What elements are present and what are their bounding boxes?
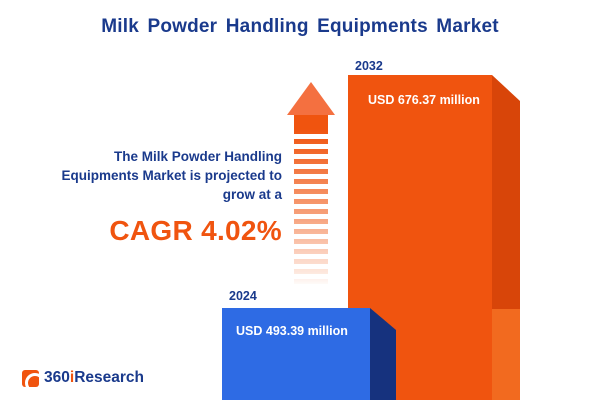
bar-2024: [222, 308, 370, 400]
logo-text-i: i: [69, 369, 75, 386]
arrow-dashed-tail: [294, 129, 328, 287]
bar-2032-side-face: [492, 75, 520, 400]
bar-2024-category-label: 2024: [229, 289, 257, 303]
annotation-text: The Milk Powder Handling Equipments Mark…: [61, 149, 282, 202]
arrow-head: [287, 82, 335, 115]
logo-text: 360iResearch: [44, 369, 144, 387]
logo-text-research: Research: [74, 369, 144, 386]
page-title: Milk Powder Handling Equipments Market: [101, 16, 499, 37]
logo-icon: [22, 369, 39, 387]
annotation-block: The Milk Powder Handling Equipments Mark…: [58, 148, 282, 247]
arrow-neck: [294, 115, 328, 129]
growth-arrow-icon: [287, 82, 335, 287]
cagr-value: CAGR 4.02%: [109, 214, 282, 246]
logo-text-360: 360: [44, 369, 70, 386]
bar-2032-value-label: USD 676.37 million: [368, 93, 480, 107]
brand-logo: 360iResearch: [22, 369, 144, 387]
bar-2032-category-label: 2032: [355, 59, 383, 73]
bar-2024-value-label: USD 493.39 million: [236, 324, 348, 338]
